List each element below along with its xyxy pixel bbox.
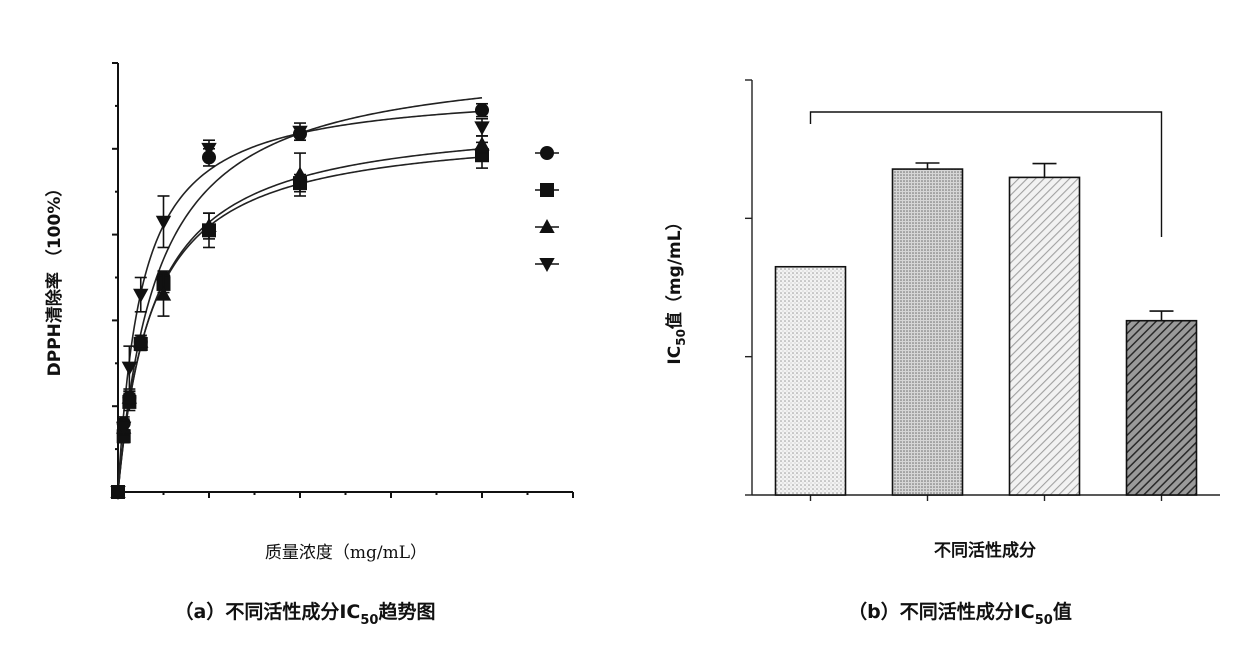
panel-a-scatter-chart: 质量浓度（mg/mL） DPPH清除率 （100%） （a）不同活性成分IC50… bbox=[44, 62, 574, 628]
a-point-Vc bbox=[133, 288, 149, 303]
a-legend-marker-Vc bbox=[539, 258, 555, 273]
a-point-LP bbox=[121, 389, 138, 404]
a-fit-curve-LP bbox=[117, 148, 483, 493]
a-legend-marker-HP bbox=[540, 183, 554, 197]
a-point-LP bbox=[201, 217, 217, 232]
b-y-axis-label: IC50值（mg/mL） bbox=[664, 213, 688, 364]
b-bar-Vc bbox=[1125, 319, 1198, 496]
a-point-Vc bbox=[474, 121, 490, 136]
a-caption: （a）不同活性成分IC50趋势图 bbox=[175, 600, 436, 628]
a-legend-marker-LP bbox=[539, 218, 555, 233]
b-significance-bracket bbox=[809, 111, 1163, 237]
a-point-Vc bbox=[201, 142, 217, 157]
b-significance bbox=[809, 111, 1163, 237]
a-point-DP bbox=[475, 103, 489, 118]
a-point-LP bbox=[292, 166, 308, 181]
a-point-LP bbox=[133, 333, 149, 348]
a-x-axis-label: 质量浓度（mg/mL） bbox=[265, 543, 427, 563]
a-point-Vc bbox=[292, 125, 308, 140]
a-legend bbox=[535, 146, 559, 273]
a-point-HP bbox=[475, 148, 489, 163]
b-caption: （b）不同活性成分IC50值 bbox=[848, 600, 1072, 628]
b-bar-LP bbox=[1008, 176, 1081, 496]
b-bar-HP bbox=[891, 168, 964, 496]
a-point-Vc bbox=[155, 215, 172, 230]
b-x-axis-label: 不同活性成分 bbox=[934, 540, 1036, 561]
a-y-axis-label: DPPH清除率 （100%） bbox=[44, 180, 65, 377]
a-legend-marker-DP bbox=[540, 146, 554, 160]
a-data-points bbox=[110, 102, 490, 501]
panel-b-bar-chart: 不同活性成分 IC50值（mg/mL） （b）不同活性成分IC50值 bbox=[664, 79, 1220, 628]
b-bars bbox=[774, 162, 1198, 496]
a-fit-curve-HP bbox=[117, 156, 483, 493]
a-point-LP bbox=[155, 286, 172, 301]
a-point-Vc bbox=[110, 486, 126, 501]
a-point-LP bbox=[474, 136, 490, 151]
a-point-Vc bbox=[121, 361, 138, 376]
a-point-Vc bbox=[115, 421, 132, 436]
b-bar-DP bbox=[774, 265, 847, 496]
a-axes bbox=[112, 62, 574, 498]
